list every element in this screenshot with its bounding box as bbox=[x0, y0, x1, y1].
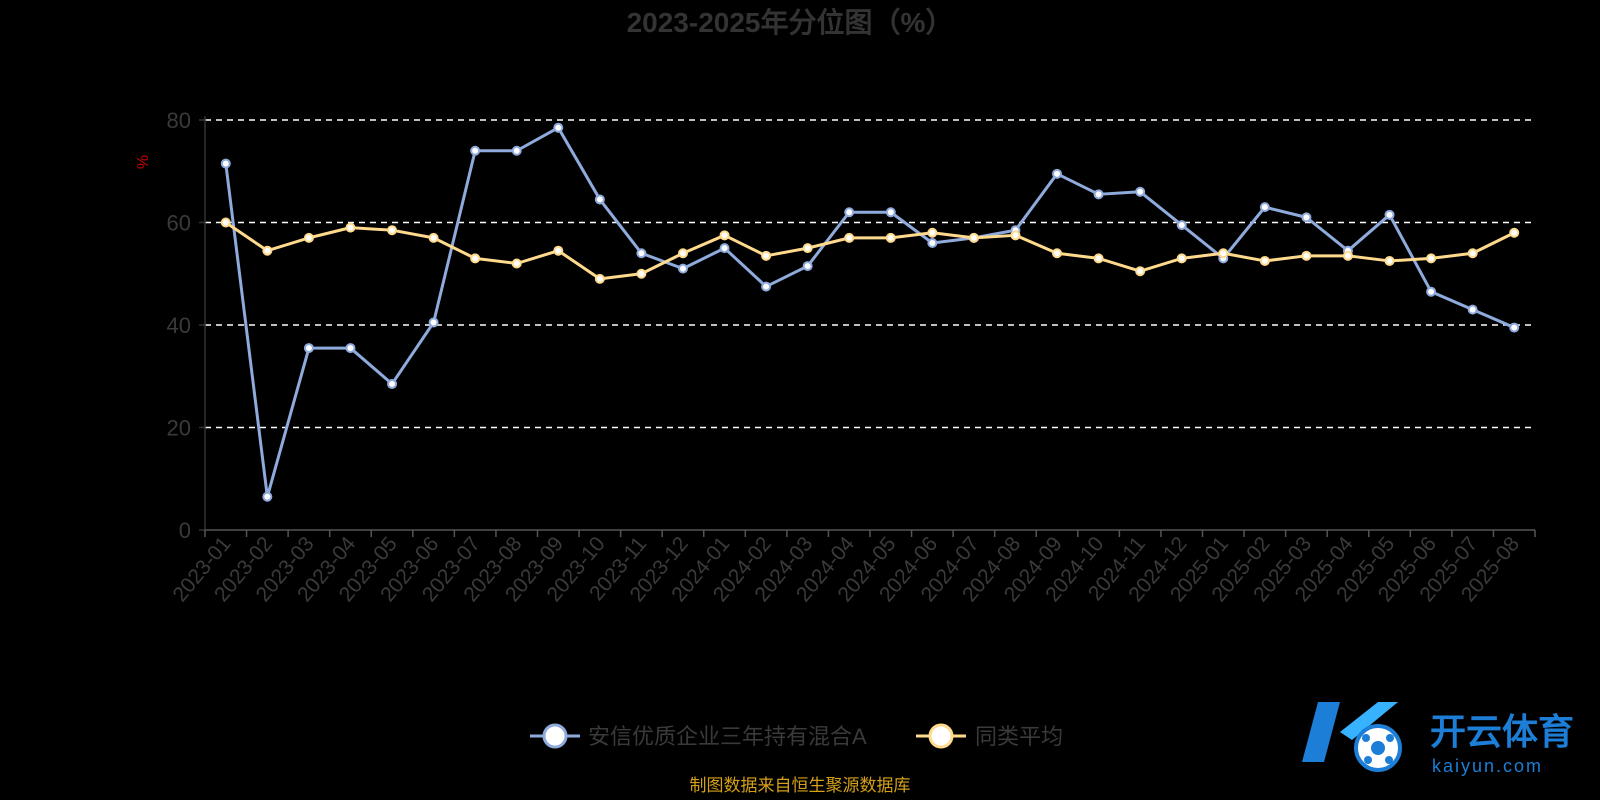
legend-marker-series-2 bbox=[928, 723, 954, 749]
legend-item-series-1[interactable]: 安信优质企业三年持有混合A bbox=[530, 723, 867, 749]
data-point[interactable] bbox=[636, 248, 647, 259]
data-point[interactable] bbox=[594, 273, 605, 284]
data-point[interactable] bbox=[844, 232, 855, 243]
data-point[interactable] bbox=[885, 232, 896, 243]
data-point[interactable] bbox=[470, 253, 481, 264]
series-layer bbox=[220, 122, 1520, 502]
data-point[interactable] bbox=[553, 245, 564, 256]
legend-label-series-2: 同类平均 bbox=[975, 724, 1063, 749]
data-point[interactable] bbox=[636, 268, 647, 279]
y-tick-label: 80 bbox=[167, 108, 191, 133]
data-point[interactable] bbox=[1509, 322, 1520, 333]
data-point[interactable] bbox=[1093, 253, 1104, 264]
data-point[interactable] bbox=[1384, 209, 1395, 220]
data-point[interactable] bbox=[968, 232, 979, 243]
data-point[interactable] bbox=[719, 243, 730, 254]
data-point[interactable] bbox=[677, 263, 688, 274]
y-tick-label: 0 bbox=[179, 518, 191, 543]
chart-title: 2023-2025年分位图（%） bbox=[627, 6, 954, 38]
data-point[interactable] bbox=[1301, 212, 1312, 223]
data-point[interactable] bbox=[761, 250, 772, 261]
data-point[interactable] bbox=[1218, 248, 1229, 259]
data-point[interactable] bbox=[594, 194, 605, 205]
legend-marker-series-1 bbox=[542, 723, 568, 749]
data-point[interactable] bbox=[262, 491, 273, 502]
data-point[interactable] bbox=[262, 245, 273, 256]
data-point[interactable] bbox=[1176, 253, 1187, 264]
series-1 bbox=[220, 122, 1520, 502]
data-point[interactable] bbox=[345, 222, 356, 233]
data-point[interactable] bbox=[1342, 250, 1353, 261]
y-axis-label: % bbox=[135, 155, 152, 169]
watermark: 开云体育 kaiyun.com bbox=[1302, 702, 1574, 776]
data-point[interactable] bbox=[511, 145, 522, 156]
series-line bbox=[224, 126, 1515, 499]
data-point[interactable] bbox=[220, 158, 231, 169]
data-point[interactable] bbox=[428, 232, 439, 243]
data-point[interactable] bbox=[1052, 248, 1063, 259]
data-point[interactable] bbox=[1467, 304, 1478, 315]
y-tick-label: 40 bbox=[167, 313, 191, 338]
data-point[interactable] bbox=[553, 122, 564, 133]
legend-label-series-1: 安信优质企业三年持有混合A bbox=[588, 724, 867, 749]
data-point[interactable] bbox=[1426, 286, 1437, 297]
y-tick-label: 20 bbox=[167, 416, 191, 441]
data-point[interactable] bbox=[428, 317, 439, 328]
series-2 bbox=[220, 217, 1520, 284]
data-point[interactable] bbox=[470, 145, 481, 156]
data-point[interactable] bbox=[885, 207, 896, 218]
data-point[interactable] bbox=[1301, 250, 1312, 261]
data-point[interactable] bbox=[844, 207, 855, 218]
data-point[interactable] bbox=[345, 343, 356, 354]
data-point[interactable] bbox=[1384, 255, 1395, 266]
data-point[interactable] bbox=[1176, 220, 1187, 231]
data-point[interactable] bbox=[303, 343, 314, 354]
data-point[interactable] bbox=[927, 238, 938, 248]
data-point[interactable] bbox=[1093, 189, 1104, 200]
legend[interactable]: 安信优质企业三年持有混合A 同类平均 bbox=[530, 723, 1063, 749]
data-point[interactable] bbox=[1467, 248, 1478, 259]
axes: 0204060802023-012023-022023-032023-04202… bbox=[167, 108, 1536, 606]
watermark-brand: 开云体育 bbox=[1430, 711, 1574, 752]
k-soccer-logo-icon bbox=[1302, 702, 1402, 772]
data-point[interactable] bbox=[511, 258, 522, 269]
data-point[interactable] bbox=[761, 281, 772, 292]
data-point[interactable] bbox=[802, 261, 813, 272]
watermark-domain: kaiyun.com bbox=[1432, 756, 1543, 776]
source-note: 制图数据来自恒生聚源数据库 bbox=[690, 776, 911, 795]
data-point[interactable] bbox=[1509, 227, 1520, 238]
data-point[interactable] bbox=[1259, 202, 1270, 213]
data-point[interactable] bbox=[1010, 230, 1021, 241]
data-point[interactable] bbox=[1135, 266, 1146, 277]
data-point[interactable] bbox=[1426, 253, 1437, 264]
series-line bbox=[224, 221, 1515, 281]
data-point[interactable] bbox=[1135, 186, 1146, 197]
data-point[interactable] bbox=[719, 230, 730, 241]
data-point[interactable] bbox=[927, 227, 938, 238]
data-point[interactable] bbox=[303, 232, 314, 243]
legend-item-series-2[interactable]: 同类平均 bbox=[916, 723, 1063, 749]
data-point[interactable] bbox=[802, 243, 813, 254]
gridlines bbox=[205, 119, 1535, 429]
data-point[interactable] bbox=[1052, 168, 1063, 179]
data-point[interactable] bbox=[677, 248, 688, 259]
data-point[interactable] bbox=[387, 378, 398, 389]
data-point[interactable] bbox=[1259, 255, 1270, 266]
data-point[interactable] bbox=[220, 217, 231, 228]
data-point[interactable] bbox=[387, 225, 398, 236]
y-tick-label: 60 bbox=[167, 211, 191, 236]
